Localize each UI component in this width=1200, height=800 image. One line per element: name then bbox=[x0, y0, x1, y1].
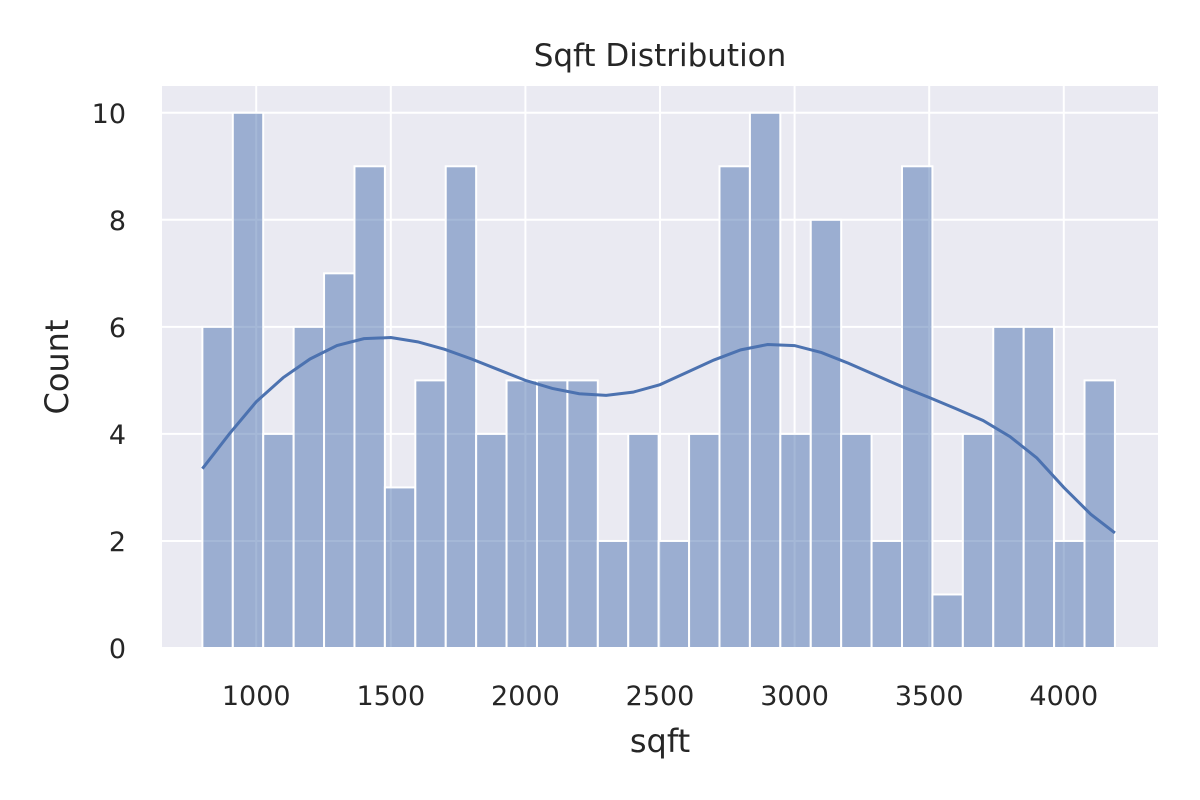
x-tick-label: 3000 bbox=[760, 681, 829, 712]
histogram-bar bbox=[961, 432, 995, 649]
histogram-bar bbox=[840, 432, 873, 649]
histogram-bar bbox=[231, 111, 265, 649]
kde-line bbox=[201, 336, 1116, 535]
histogram-bar bbox=[1053, 539, 1086, 650]
histogram-bar bbox=[475, 432, 508, 649]
histogram-bar bbox=[627, 432, 660, 649]
histogram-bar bbox=[566, 379, 599, 649]
y-tick-label: 0 bbox=[109, 634, 126, 665]
y-tick-label: 4 bbox=[109, 420, 126, 451]
histogram-bar bbox=[292, 325, 326, 649]
y-tick-label: 6 bbox=[109, 313, 126, 344]
x-tick-label: 1500 bbox=[356, 681, 425, 712]
y-tick-labels: 0 2 4 6 8 10 bbox=[92, 99, 126, 665]
histogram-bar bbox=[718, 165, 751, 650]
histogram-bar bbox=[596, 539, 630, 650]
x-axis-label: sqft bbox=[630, 722, 690, 760]
histogram-bar bbox=[201, 325, 234, 649]
histogram-bar bbox=[414, 379, 447, 649]
x-tick-label: 3500 bbox=[895, 681, 964, 712]
histogram-bar bbox=[657, 539, 691, 650]
histogram-bar bbox=[748, 111, 782, 649]
histogram-bar bbox=[901, 165, 934, 650]
histogram-bar bbox=[323, 272, 356, 649]
y-axis-label: Count bbox=[38, 319, 76, 414]
bars bbox=[201, 111, 1116, 650]
histogram-bar bbox=[931, 593, 964, 650]
x-tick-label: 2000 bbox=[491, 681, 560, 712]
histogram-bar bbox=[444, 165, 478, 650]
y-tick-label: 8 bbox=[109, 206, 126, 237]
x-tick-label: 4000 bbox=[1029, 681, 1098, 712]
histogram-bar bbox=[870, 539, 904, 650]
histogram-bar bbox=[1022, 325, 1056, 649]
histogram-bar bbox=[262, 432, 295, 649]
y-tick-label: 2 bbox=[109, 527, 126, 558]
histogram-bar bbox=[535, 379, 569, 649]
histogram-bar bbox=[809, 218, 843, 650]
histogram-bar bbox=[505, 379, 538, 649]
y-tick-label: 10 bbox=[92, 99, 126, 130]
histogram-bar bbox=[383, 486, 417, 649]
histogram-bar bbox=[353, 165, 386, 650]
x-tick-label: 2500 bbox=[626, 681, 695, 712]
histogram-bar bbox=[779, 432, 812, 649]
histogram-bar bbox=[688, 432, 721, 649]
chart-title: Sqft Distribution bbox=[534, 38, 787, 74]
histogram-bar bbox=[992, 325, 1025, 649]
x-tick-label: 1000 bbox=[222, 681, 291, 712]
x-tick-labels: 1000 1500 2000 2500 3000 3500 4000 bbox=[222, 681, 1098, 712]
